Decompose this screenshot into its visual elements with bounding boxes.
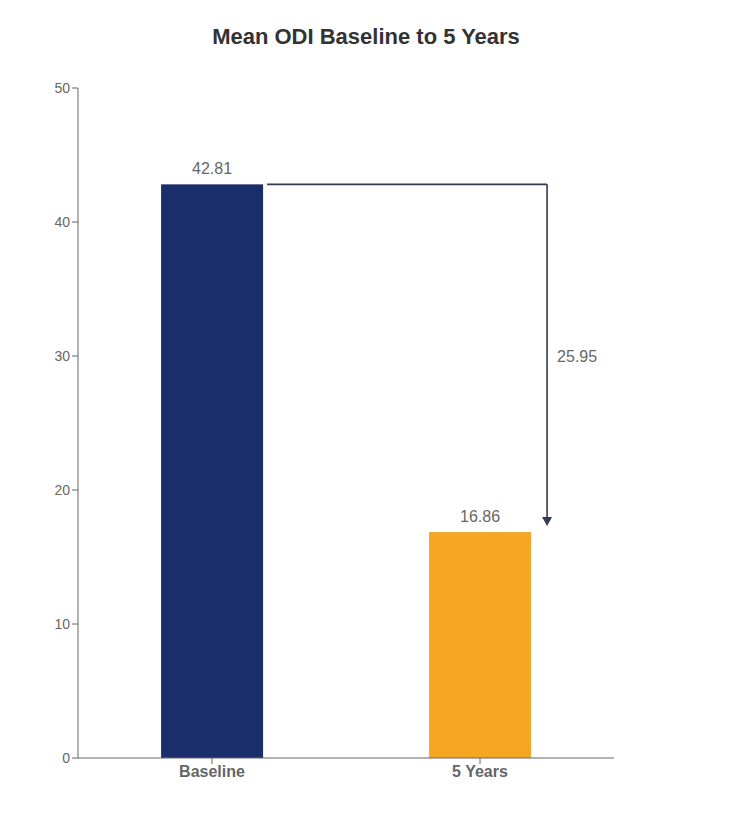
svg-text:Baseline: Baseline — [179, 763, 245, 780]
svg-text:42.81: 42.81 — [192, 160, 232, 177]
svg-text:5 Years: 5 Years — [452, 763, 508, 780]
svg-text:30: 30 — [54, 348, 70, 364]
svg-text:40: 40 — [54, 214, 70, 230]
svg-text:0: 0 — [62, 750, 70, 766]
svg-text:10: 10 — [54, 616, 70, 632]
html-text:Mean ODI Baseline to 5 Years: Mean ODI Baseline to 5 Years — [212, 24, 520, 49]
svg-text:50: 50 — [54, 80, 70, 96]
svg-text:16.86: 16.86 — [460, 508, 500, 525]
svg-text:20: 20 — [54, 482, 70, 498]
svg-text:25.95: 25.95 — [557, 348, 597, 365]
